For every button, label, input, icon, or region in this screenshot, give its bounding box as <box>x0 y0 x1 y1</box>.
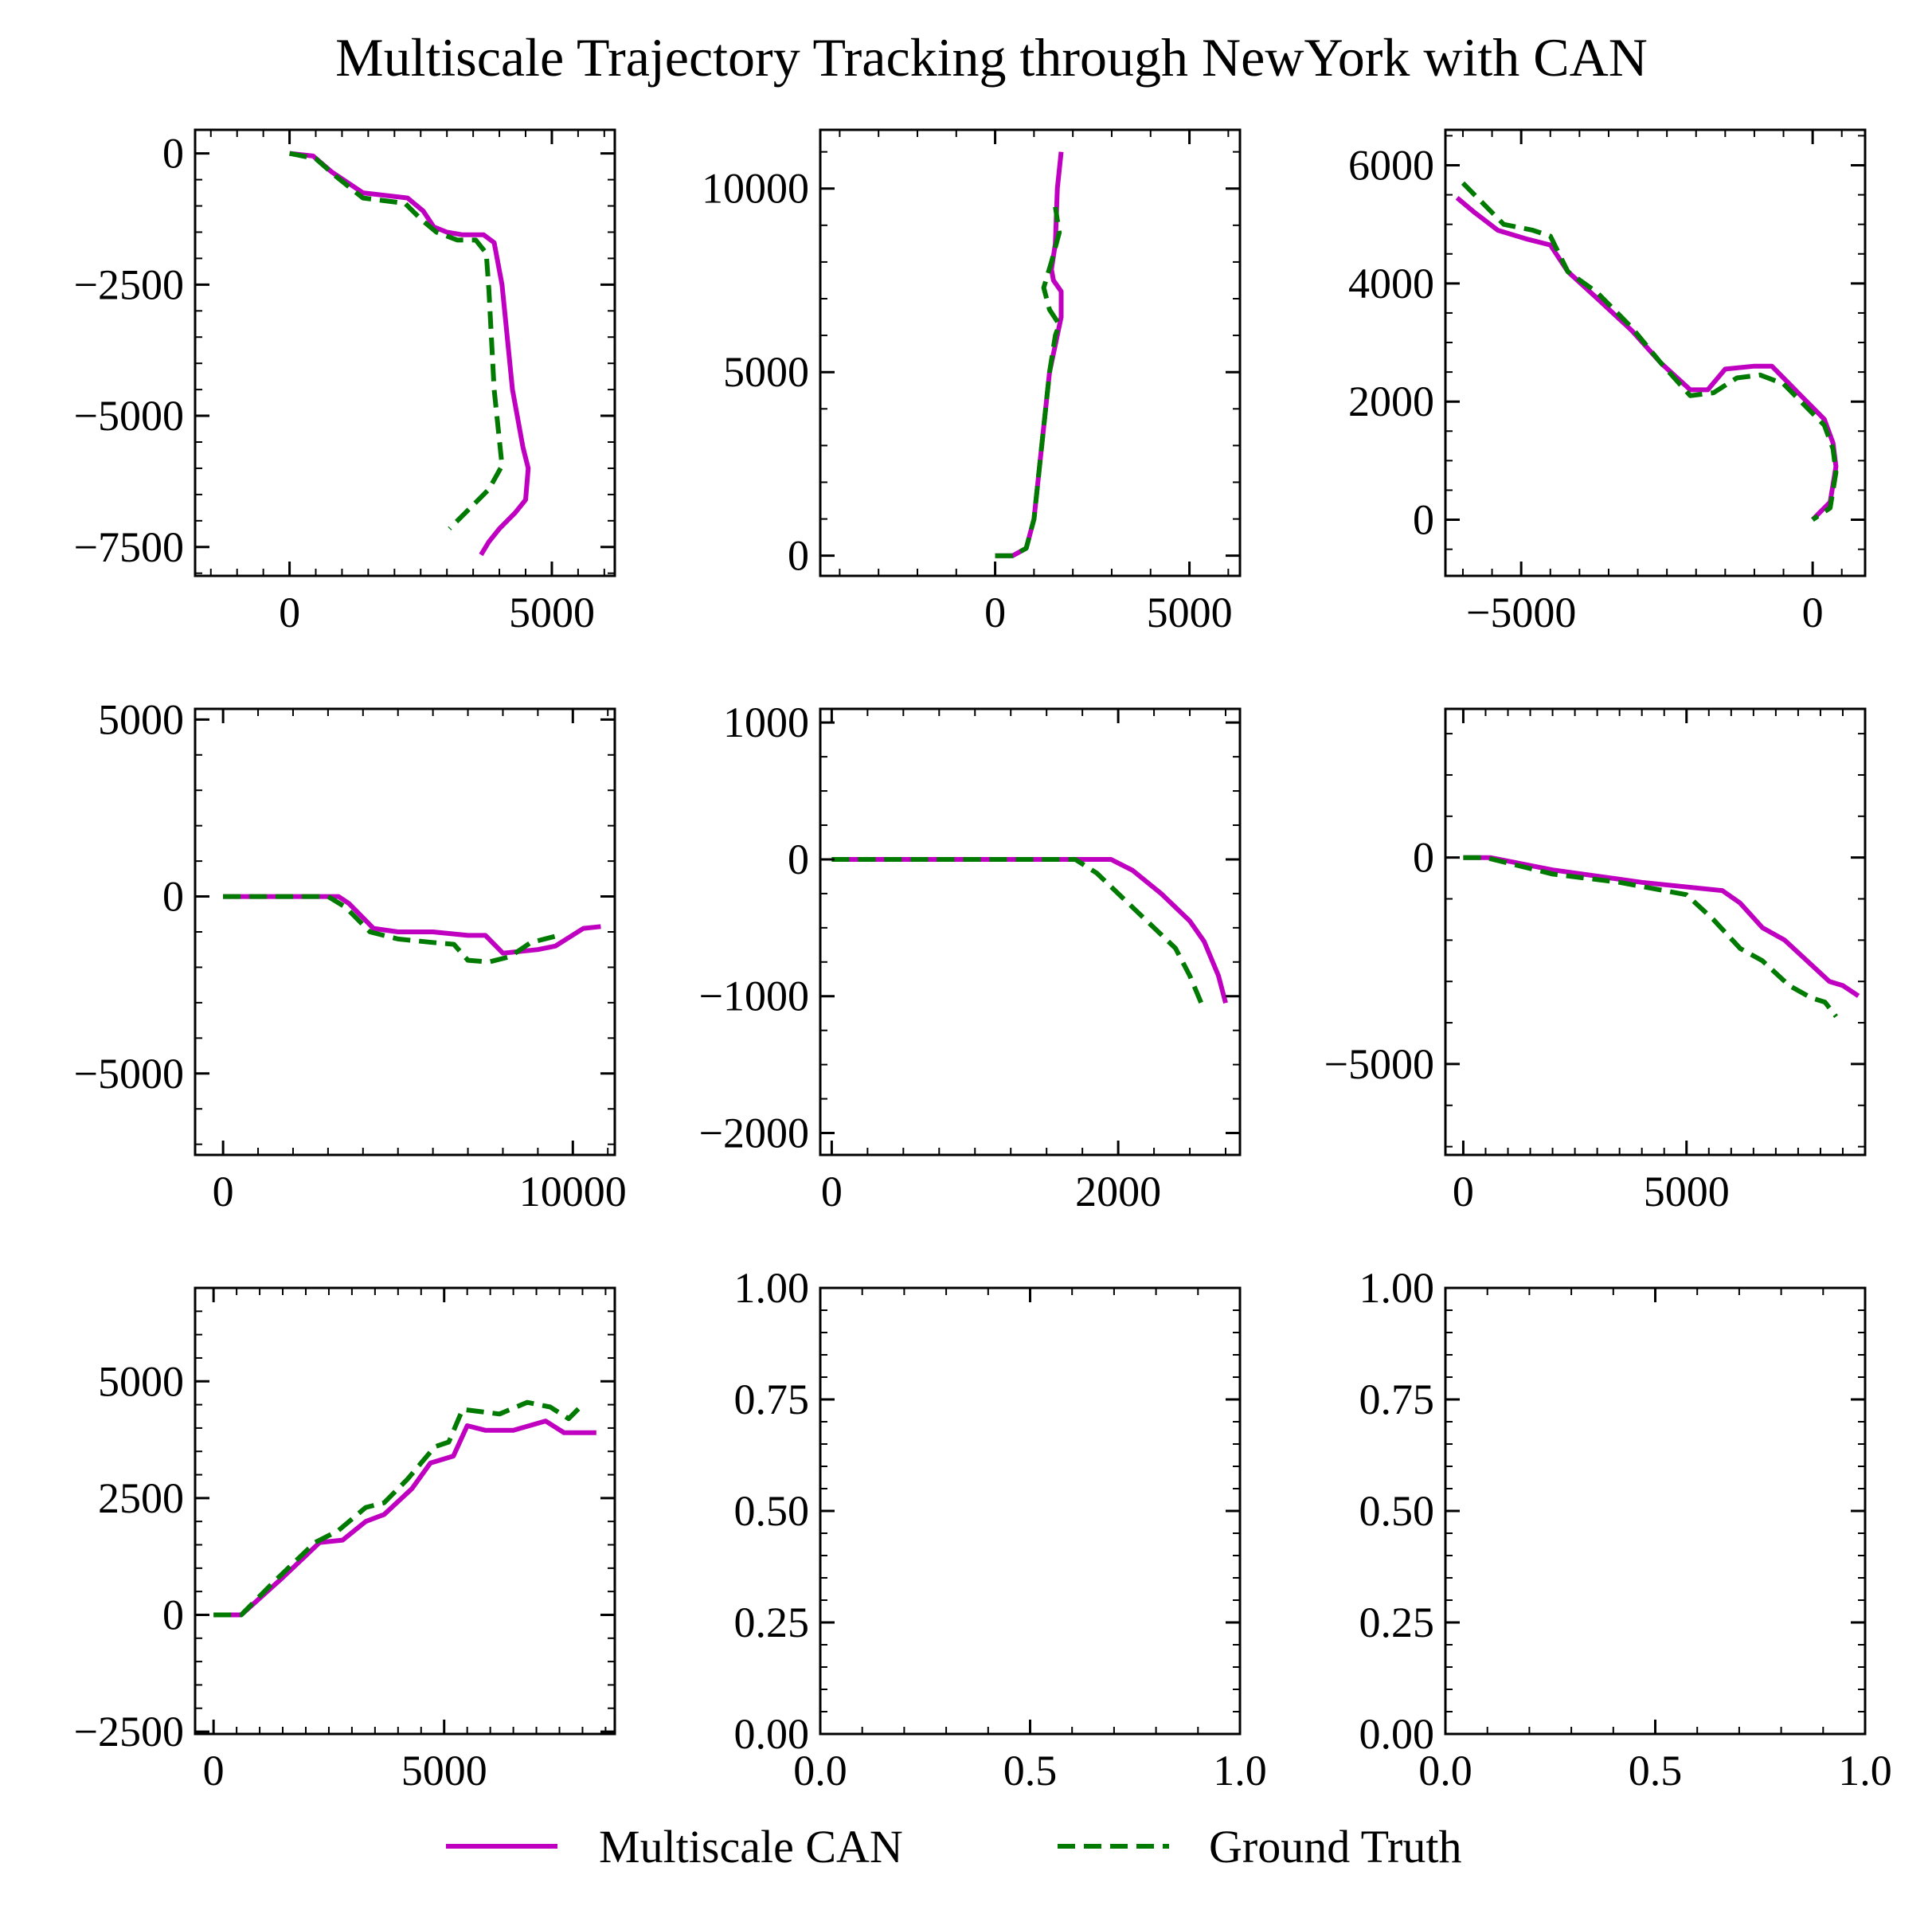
x-tick-label: 1.0 <box>1838 1747 1892 1794</box>
x-tick-label: 1.0 <box>1213 1747 1267 1794</box>
series-line-multiscale-can <box>831 857 1228 1004</box>
series-line-ground-truth <box>1461 181 1839 522</box>
y-tick-label: 5000 <box>98 695 184 743</box>
y-tick-label: 0.00 <box>734 1710 810 1758</box>
x-tick-label: 0 <box>1802 589 1824 636</box>
y-tick-label: −7500 <box>74 523 184 571</box>
axes-frame <box>819 707 1242 1157</box>
subplot-6: 0 5000 −5000 0 <box>1324 707 1867 1215</box>
x-tick-label: 5000 <box>509 589 595 636</box>
y-tick-label: 5000 <box>98 1357 184 1405</box>
x-tick-label: 0.0 <box>1418 1747 1472 1794</box>
subplot-9: 0.0 0.5 1.0 0.00 0.25 0.50 0.75 1.00 <box>1359 1264 1892 1794</box>
series-line-ground-truth <box>831 857 1204 1004</box>
y-tick-label: 4000 <box>1348 260 1434 307</box>
y-tick-label: −5000 <box>74 1050 184 1098</box>
y-tick-label: 0.75 <box>734 1376 810 1423</box>
series-line-multiscale-can <box>995 151 1064 558</box>
y-tick-label: 0 <box>162 873 184 921</box>
y-tick-label: −1000 <box>699 973 809 1020</box>
y-tick-label: 1.00 <box>1359 1264 1435 1312</box>
x-tick-label: 0 <box>203 1747 225 1794</box>
axes-frame <box>1444 707 1867 1157</box>
x-tick-label: 0 <box>213 1168 234 1215</box>
y-tick-label: 0 <box>788 836 809 883</box>
subplot-5: 0 2000 −2000 −1000 0 1000 <box>699 699 1242 1215</box>
x-tick-label: 0 <box>279 589 300 636</box>
x-tick-label: 10000 <box>519 1168 627 1215</box>
y-tick-label: −5000 <box>1324 1040 1434 1088</box>
y-tick-label: 1000 <box>723 699 809 746</box>
y-tick-label: 0 <box>1413 496 1434 544</box>
axes-frame <box>1444 128 1867 577</box>
subplot-8: 0.0 0.5 1.0 0.00 0.25 0.50 0.75 1.00 <box>734 1264 1267 1794</box>
series-line-ground-truth <box>1463 855 1838 1019</box>
x-tick-label: 2000 <box>1075 1168 1161 1215</box>
y-tick-label: −2000 <box>699 1110 809 1157</box>
subplot-7: 0 5000 −2500 0 2500 5000 <box>74 1286 616 1794</box>
y-tick-label: 0 <box>1413 834 1434 882</box>
axes-frame <box>194 1286 616 1736</box>
x-tick-label: 0 <box>821 1168 843 1215</box>
y-tick-label: 10000 <box>702 165 809 213</box>
series-line-multiscale-can <box>1463 855 1860 998</box>
x-tick-label: 0.0 <box>793 1747 847 1794</box>
x-tick-label: 0.5 <box>1629 1747 1683 1794</box>
y-tick-label: 1.00 <box>734 1264 810 1312</box>
axes-frame <box>819 1286 1242 1736</box>
x-tick-label: 0.5 <box>1003 1747 1058 1794</box>
y-tick-label: 0.50 <box>734 1487 810 1535</box>
axes-frame <box>1444 1286 1867 1736</box>
legend-label-multiscale-can: Multiscale CAN <box>599 1821 903 1873</box>
legend: Multiscale CAN Ground Truth <box>446 1821 1461 1873</box>
y-tick-label: 0 <box>788 532 809 580</box>
subplot-2: 0 5000 0 5000 10000 <box>702 128 1242 636</box>
series-line-multiscale-can <box>223 894 601 956</box>
chart-title: Multiscale Trajectory Tracking through N… <box>335 27 1648 88</box>
subplot-3: −5000 0 0 2000 4000 6000 <box>1348 128 1867 636</box>
subplot-1: 0 5000 0 −2500 −5000 −7500 <box>74 128 616 636</box>
y-tick-label: 0.25 <box>1359 1599 1435 1646</box>
y-tick-label: 2000 <box>1348 378 1434 425</box>
x-tick-label: 0 <box>984 589 1006 636</box>
series-line-multiscale-can <box>289 151 531 557</box>
x-tick-label: 5000 <box>1147 589 1233 636</box>
y-tick-label: 6000 <box>1348 142 1434 190</box>
axes-frame <box>819 128 1242 577</box>
subplot-4: 0 10000 −5000 0 5000 <box>74 695 627 1215</box>
series-line-ground-truth <box>289 151 505 530</box>
y-tick-label: 0.75 <box>1359 1376 1435 1423</box>
y-tick-label: 0 <box>162 1591 184 1638</box>
y-tick-label: −5000 <box>74 392 184 440</box>
series-line-multiscale-can <box>1455 196 1839 522</box>
y-tick-label: 0 <box>162 130 184 178</box>
series-line-ground-truth <box>223 894 560 965</box>
y-tick-label: 0.50 <box>1359 1487 1435 1535</box>
y-tick-label: 2500 <box>98 1474 184 1522</box>
x-tick-label: 0 <box>1453 1168 1474 1215</box>
series-line-ground-truth <box>995 206 1062 558</box>
y-tick-label: 0.25 <box>734 1599 810 1646</box>
y-tick-label: 5000 <box>723 348 809 396</box>
series-line-ground-truth <box>213 1399 582 1618</box>
y-tick-label: 0.00 <box>1359 1710 1435 1758</box>
legend-label-ground-truth: Ground Truth <box>1209 1821 1461 1873</box>
x-tick-label: 5000 <box>1644 1168 1730 1215</box>
x-tick-label: −5000 <box>1466 589 1576 636</box>
y-tick-label: −2500 <box>74 1708 184 1755</box>
x-tick-label: 5000 <box>401 1747 487 1794</box>
series-line-multiscale-can <box>213 1419 596 1618</box>
axes-frame <box>194 128 616 577</box>
y-tick-label: −2500 <box>74 260 184 308</box>
